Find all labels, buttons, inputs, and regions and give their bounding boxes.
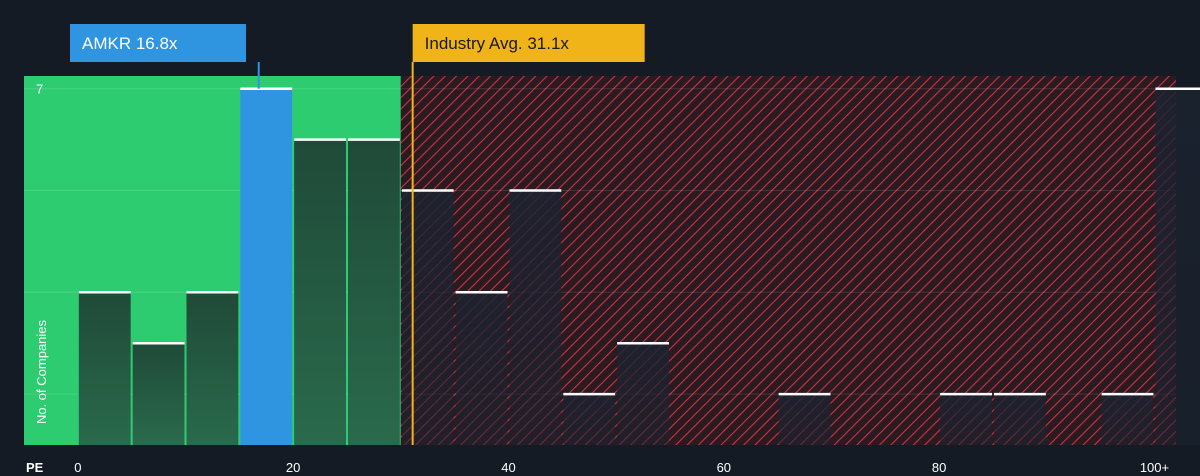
bar-10 [186, 292, 239, 445]
x-tick-label: 100+ [1140, 460, 1169, 475]
bar-0 [78, 292, 131, 445]
bar-85 [993, 394, 1046, 445]
company-callout-box [70, 24, 246, 62]
bar-100 [1155, 88, 1200, 446]
bar-30 [401, 190, 454, 445]
industry-callout-box [412, 24, 645, 62]
bar-45 [563, 394, 616, 445]
industry-callout-label: Industry Avg. 31.1x [425, 34, 570, 53]
bar-40 [509, 190, 562, 445]
x-tick-label: 60 [717, 460, 731, 475]
bar-95 [1101, 394, 1154, 445]
bars [78, 87, 1200, 446]
x-ticks: PE 0 20 40 60 80 100+ [26, 460, 1169, 475]
x-tick-label: 20 [286, 460, 300, 475]
bar-35 [455, 292, 508, 445]
bar-5 [132, 343, 185, 445]
y-axis-label: No. of Companies [34, 319, 49, 424]
x-tick-label: 0 [74, 460, 81, 475]
x-tick-label: 80 [932, 460, 946, 475]
y-tick-label: 7 [36, 82, 43, 97]
company-callout-label: AMKR 16.8x [82, 34, 178, 53]
bar-15 [240, 88, 293, 446]
company-callout: AMKR 16.8x [70, 24, 260, 89]
industry-callout: Industry Avg. 31.1x [411, 24, 645, 445]
y-ticks: 7 [36, 82, 43, 97]
bar-50 [617, 343, 669, 445]
x-axis-label: PE [26, 460, 44, 475]
bar-20 [294, 139, 346, 445]
bar-80 [940, 394, 992, 445]
x-tick-label: 40 [501, 460, 515, 475]
bar-25 [347, 139, 400, 445]
bar-65 [778, 394, 831, 445]
